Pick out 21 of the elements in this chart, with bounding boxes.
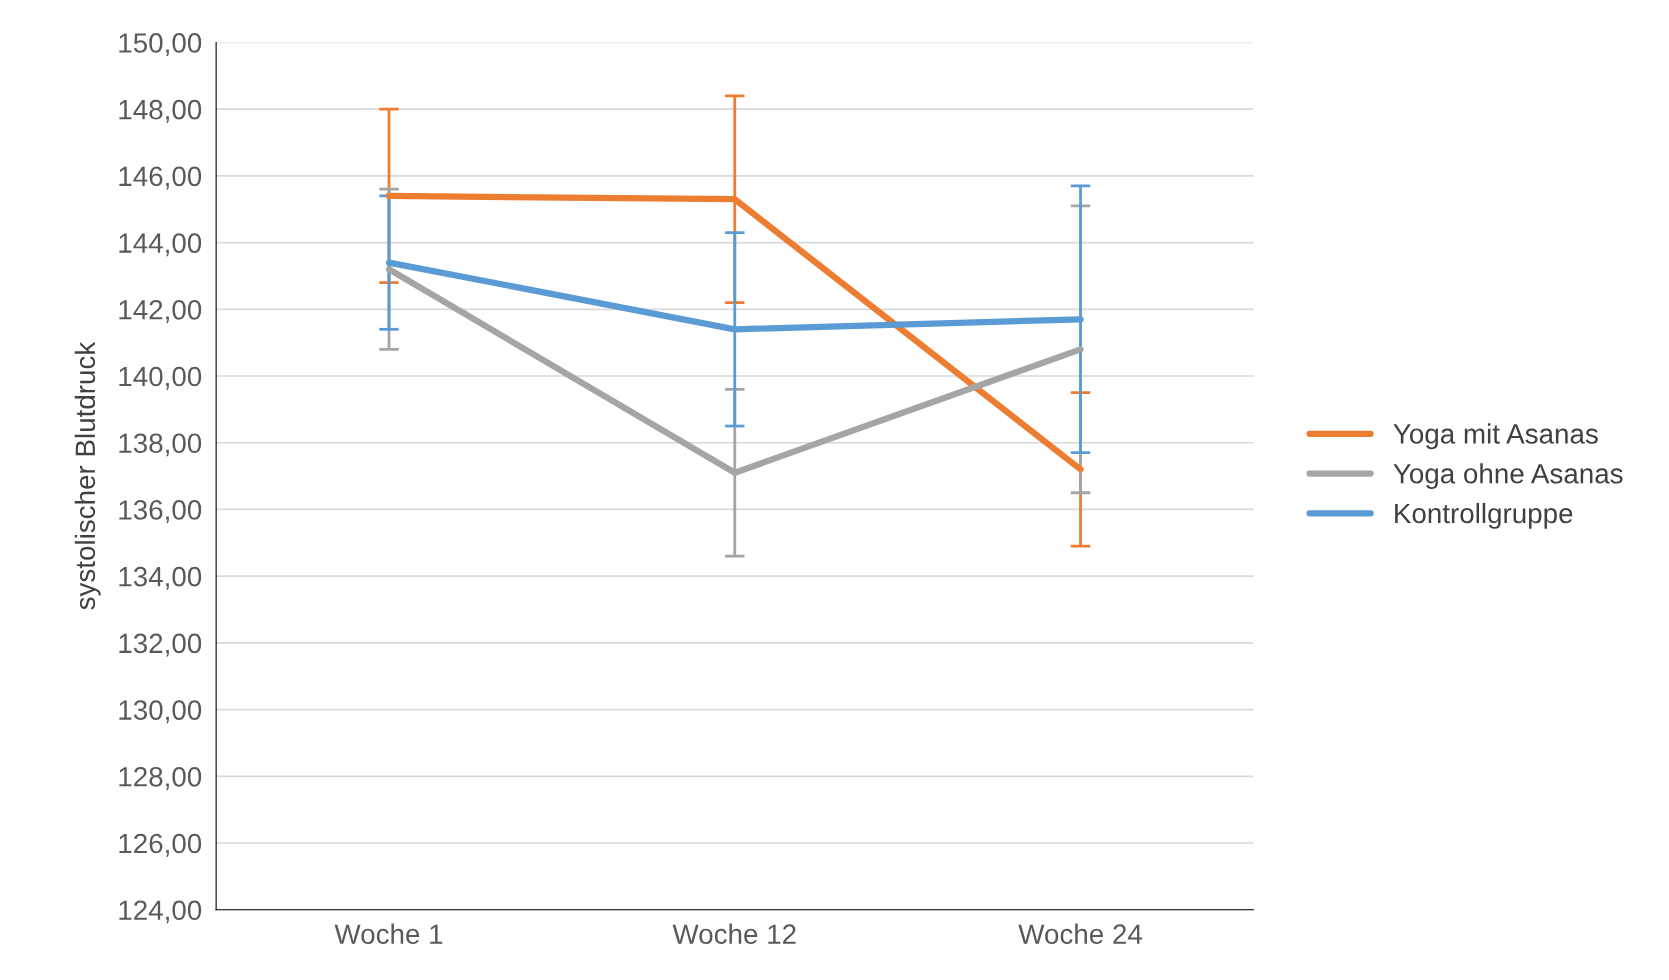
y-axis-title: systolischer Blutdruck: [74, 341, 101, 610]
y-tick-label: 148,00: [119, 99, 202, 123]
y-tick-label: 146,00: [119, 166, 202, 190]
x-tick-label: Woche 24: [1018, 923, 1143, 945]
y-tick-label: 132,00: [119, 633, 202, 657]
y-tick-label: 134,00: [119, 566, 202, 590]
y-tick-label: 138,00: [119, 433, 202, 457]
legend-label: Yoga mit Asanas: [1393, 423, 1598, 450]
legend-label: Yoga ohne Asanas: [1393, 463, 1623, 490]
y-tick-label: 124,00: [119, 900, 202, 924]
x-tick-label: Woche 12: [672, 923, 796, 945]
y-tick-label: 150,00: [119, 33, 202, 57]
y-tick-label: 144,00: [119, 233, 202, 257]
x-tick-label: Woche 1: [334, 923, 443, 945]
y-tick-label: 142,00: [119, 299, 202, 323]
y-tick-label: 136,00: [119, 500, 202, 524]
y-tick-label: 140,00: [119, 366, 202, 390]
legend-label: Kontrollgruppe: [1395, 502, 1573, 529]
y-tick-label: 130,00: [119, 700, 202, 724]
y-tick-label: 126,00: [119, 833, 202, 857]
y-tick-label: 128,00: [119, 766, 202, 790]
